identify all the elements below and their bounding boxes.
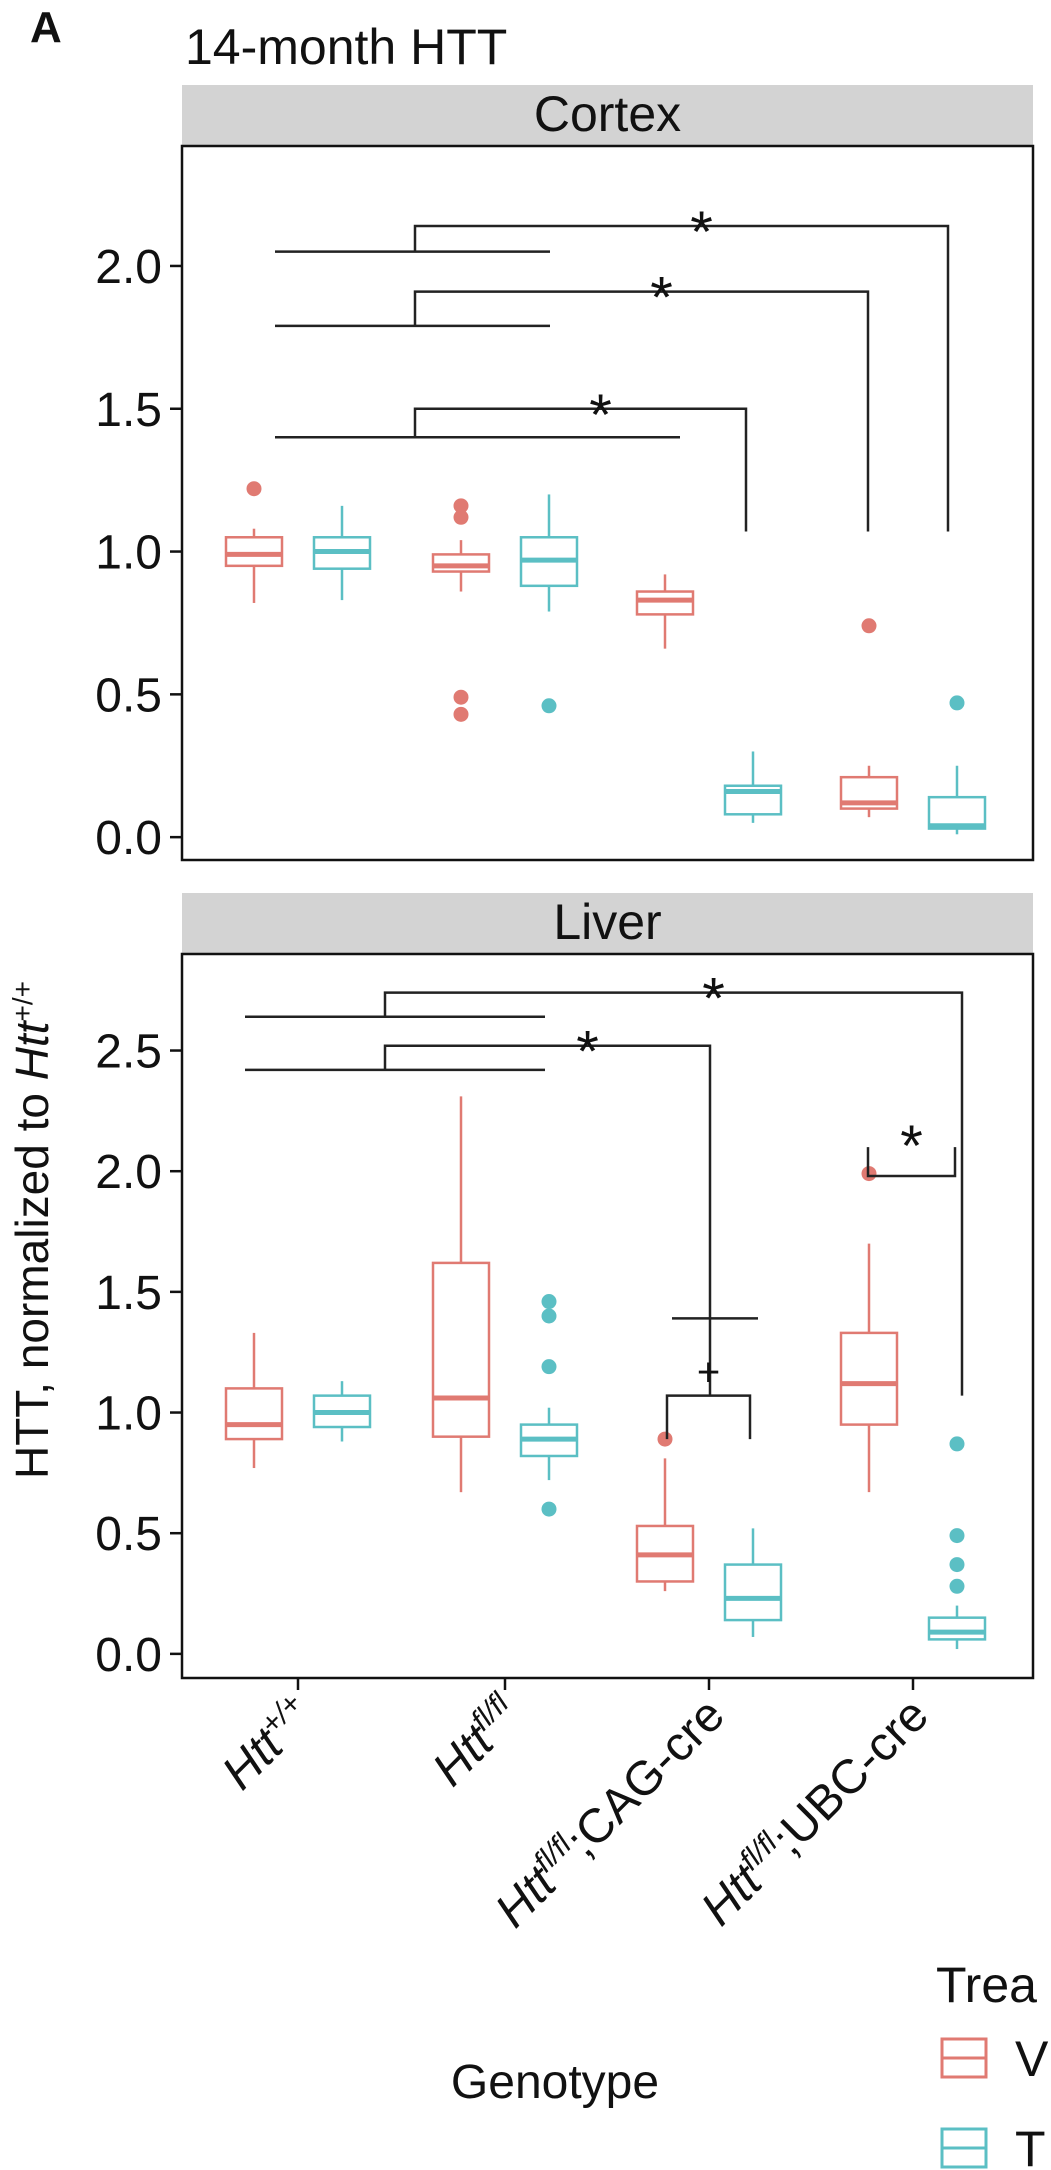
box-vehicle (431, 1096, 491, 1493)
y-tick-label: 1.0 (95, 1388, 162, 1441)
box-body (723, 1563, 783, 1622)
significance-label: * (589, 383, 612, 448)
y-tick-label: 0.0 (95, 812, 162, 865)
x-tick-label: Htt+/+ (211, 1687, 324, 1800)
y-tick-label: 1.5 (95, 384, 162, 437)
y-axis-label-sup: +/+ (7, 981, 38, 1021)
y-tick-label: 2.5 (95, 1026, 162, 1079)
legend-entry-treated: T (940, 2121, 1046, 2170)
significance-label: + (697, 1351, 720, 1395)
outlier-point (246, 481, 262, 497)
y-tick-label: 2.0 (95, 1146, 162, 1199)
outlier-point (541, 1359, 557, 1375)
x-axis-label: Genotype (451, 2056, 659, 2109)
y-tick-label: 0.5 (95, 1508, 162, 1561)
bracket-connector (413, 224, 950, 532)
significance-bracket: * (275, 266, 870, 532)
facet-strip-label: Liver (553, 894, 661, 950)
facet-strip (182, 893, 1033, 953)
outlier-point (949, 1578, 965, 1594)
outlier-point (453, 509, 469, 525)
box-vehicle (224, 1332, 284, 1469)
outlier-point (541, 1501, 557, 1517)
facet-strip-label: Cortex (534, 86, 681, 142)
box-vehicle (839, 618, 899, 818)
bracket-pair (866, 1147, 957, 1178)
legend-label-treated: T (1015, 2121, 1046, 2170)
bracket-connector (383, 1044, 712, 1396)
bracket-connector (413, 290, 870, 532)
box-treated (723, 1528, 783, 1637)
box-vehicle (635, 1431, 695, 1592)
box-treated (723, 751, 783, 823)
outlier-point (541, 698, 557, 714)
outlier-point (949, 1557, 965, 1573)
panel-border (180, 144, 1035, 862)
significance-label: * (576, 1020, 599, 1085)
y-tick-label: 0.0 (95, 1629, 162, 1682)
box-treated (312, 1381, 372, 1442)
bracket-connector (413, 407, 748, 532)
significance-bracket: * (275, 383, 748, 532)
plot-layer: Cortex 0.0 0.5 1.0 1.5 2.0 * * * Liver 0.0 0.5 1.0 1.… (95, 85, 1035, 1938)
outlier-point (453, 706, 469, 722)
chart-title: 14-month HTT (185, 19, 507, 75)
outlier-point (861, 618, 877, 634)
legend: Trea V T (936, 1957, 1049, 2170)
significance-bracket: * (245, 967, 964, 1396)
significance-label: * (702, 967, 725, 1032)
y-tick-label: 0.5 (95, 669, 162, 722)
legend-entry-vehicle: V (940, 2031, 1049, 2087)
x-tick-label-rest: ;UBC-cre (762, 1688, 939, 1865)
box-body (927, 1616, 987, 1641)
x-tick-label: Httfl/fl (421, 1686, 531, 1796)
outlier-point (949, 1436, 965, 1452)
y-axis-label-italic: Htt (6, 1019, 58, 1080)
box-body (635, 590, 695, 616)
box-body (224, 536, 284, 568)
box-vehicle (635, 574, 695, 649)
y-axis-label-prefix: HTT, normalized to (6, 1080, 58, 1479)
significance-label: * (690, 200, 713, 265)
outlier-point (541, 1308, 557, 1324)
box-vehicle (839, 1166, 899, 1493)
x-tick-label-rest: ;CAG-cre (556, 1688, 735, 1867)
outlier-point (453, 498, 469, 514)
legend-label-vehicle: V (1015, 2031, 1049, 2087)
significance-bracket: * (866, 1114, 957, 1179)
significance-label: * (650, 266, 673, 331)
box-body (224, 1387, 284, 1441)
box-treated (312, 505, 372, 601)
significance-label: * (900, 1114, 923, 1179)
panel-letter: A (30, 3, 62, 52)
box-treated (519, 1294, 579, 1517)
outlier-point (453, 689, 469, 705)
bracket-pair (665, 1394, 752, 1440)
box-body (431, 553, 491, 573)
significance-bracket: * (245, 1020, 712, 1396)
outlier-point (657, 1431, 673, 1447)
facet-strip (182, 85, 1033, 145)
y-tick-label: 1.0 (95, 527, 162, 580)
box-treated (927, 1436, 987, 1650)
outlier-point (541, 1294, 557, 1310)
box-treated (927, 695, 987, 835)
box-treated (519, 494, 579, 714)
outlier-point (949, 695, 965, 711)
box-vehicle (431, 498, 491, 722)
box-body (431, 1261, 491, 1438)
bracket-connector (383, 991, 964, 1396)
box-vehicle (224, 481, 284, 603)
box-body (839, 1331, 899, 1426)
significance-bracket: * (275, 200, 950, 532)
y-axis-label: HTT, normalized to Htt+/+ (6, 981, 58, 1479)
panel-border (180, 952, 1035, 1680)
outlier-point (949, 1528, 965, 1544)
y-tick-label: 1.5 (95, 1267, 162, 1320)
y-tick-label: 2.0 (95, 241, 162, 294)
significance-bracket: + (665, 1351, 752, 1440)
legend-title: Trea (936, 1957, 1037, 2013)
